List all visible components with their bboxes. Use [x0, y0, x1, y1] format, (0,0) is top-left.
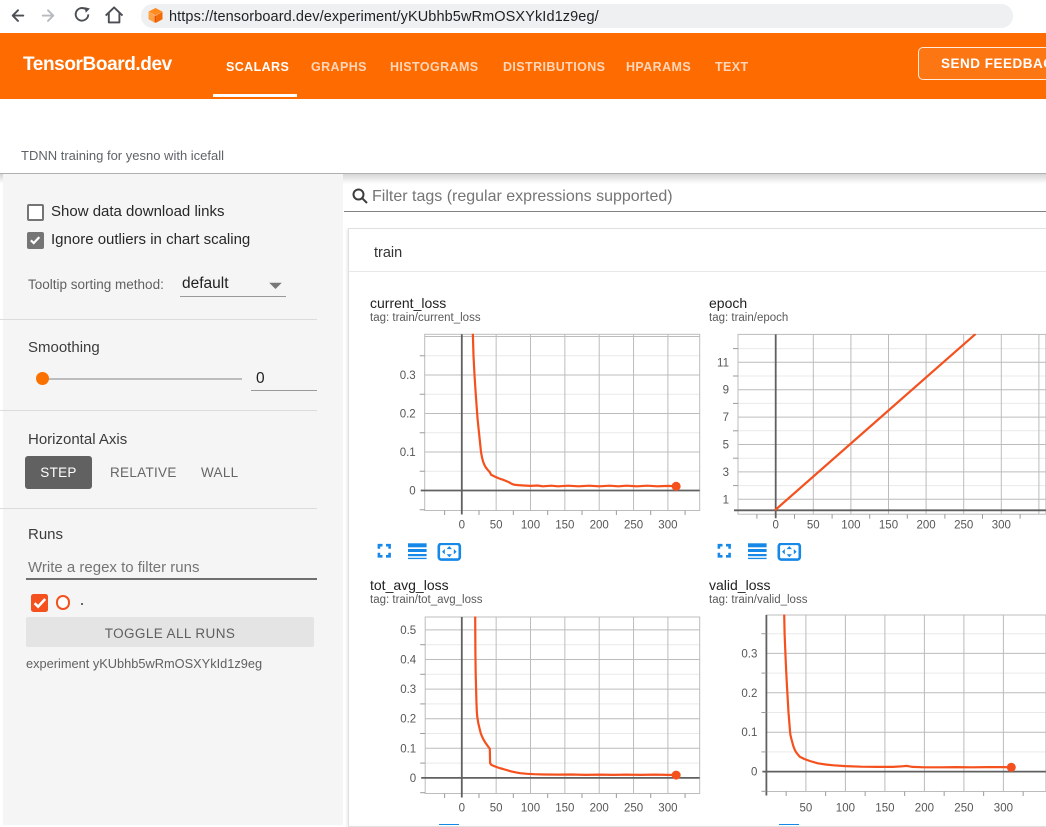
- svg-text:200: 200: [590, 520, 609, 532]
- svg-text:250: 250: [624, 520, 643, 532]
- svg-text:100: 100: [521, 803, 540, 815]
- svg-text:50: 50: [807, 520, 820, 532]
- svg-text:300: 300: [992, 520, 1011, 532]
- svg-text:0.2: 0.2: [741, 688, 757, 700]
- svg-text:200: 200: [590, 803, 609, 815]
- svg-text:250: 250: [954, 520, 973, 532]
- svg-text:0.2: 0.2: [400, 409, 416, 421]
- svg-text:9: 9: [723, 385, 729, 397]
- svg-text:5: 5: [723, 440, 729, 452]
- svg-text:300: 300: [658, 520, 677, 532]
- svg-text:100: 100: [521, 520, 540, 532]
- svg-text:0.2: 0.2: [400, 714, 416, 726]
- svg-text:300: 300: [994, 803, 1013, 815]
- svg-text:0.1: 0.1: [400, 447, 416, 459]
- svg-text:11: 11: [717, 357, 729, 369]
- svg-text:150: 150: [555, 520, 574, 532]
- svg-text:100: 100: [836, 803, 855, 815]
- svg-text:250: 250: [954, 803, 973, 815]
- svg-text:250: 250: [624, 803, 643, 815]
- svg-text:0.1: 0.1: [741, 727, 757, 739]
- svg-text:0: 0: [459, 520, 465, 532]
- svg-text:1: 1: [723, 494, 729, 506]
- svg-text:0: 0: [751, 767, 757, 779]
- svg-text:0: 0: [409, 486, 415, 498]
- svg-text:300: 300: [658, 803, 677, 815]
- svg-text:150: 150: [875, 803, 894, 815]
- svg-text:150: 150: [555, 803, 574, 815]
- svg-text:0.5: 0.5: [400, 625, 416, 637]
- svg-text:0: 0: [459, 803, 465, 815]
- svg-text:0.3: 0.3: [400, 370, 416, 382]
- svg-text:7: 7: [723, 412, 729, 424]
- svg-text:50: 50: [490, 520, 503, 532]
- svg-text:100: 100: [841, 520, 860, 532]
- svg-text:3: 3: [723, 467, 729, 479]
- svg-text:0.3: 0.3: [741, 648, 757, 660]
- svg-text:150: 150: [879, 520, 898, 532]
- svg-text:0.1: 0.1: [400, 743, 416, 755]
- svg-text:0.4: 0.4: [400, 655, 417, 667]
- svg-text:50: 50: [800, 803, 813, 815]
- svg-text:0: 0: [410, 773, 416, 785]
- svg-text:200: 200: [915, 803, 934, 815]
- svg-text:0: 0: [772, 520, 778, 532]
- svg-text:0.3: 0.3: [400, 684, 416, 696]
- svg-text:200: 200: [917, 520, 936, 532]
- svg-text:50: 50: [490, 803, 503, 815]
